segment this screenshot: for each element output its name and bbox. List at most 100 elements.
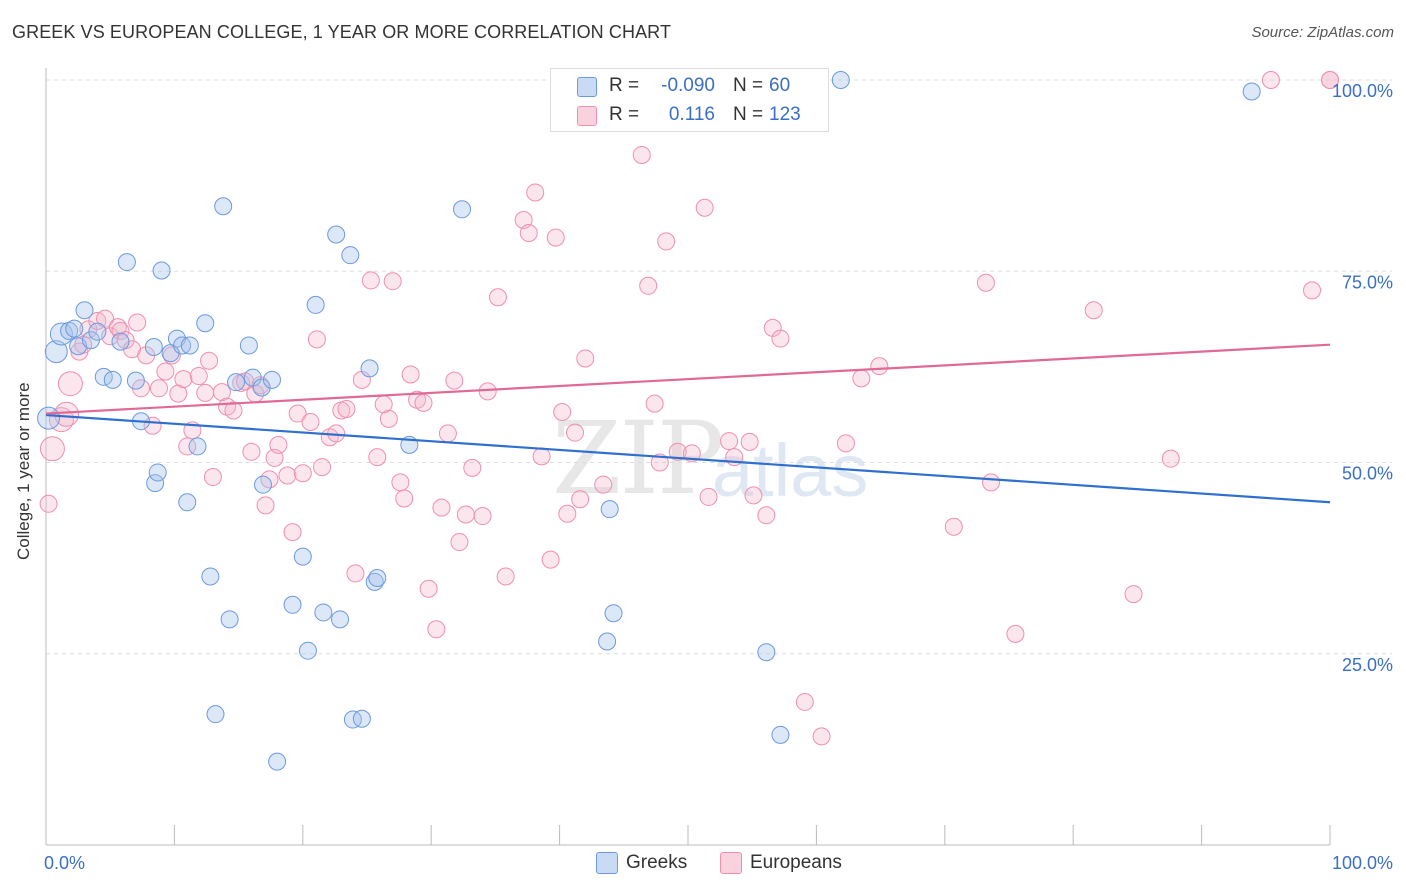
legend-row-europeans: R = 0.116 N = 123 [551, 100, 828, 130]
europeans-point [395, 489, 414, 508]
europeans-point [401, 365, 420, 384]
europeans-point [57, 371, 83, 397]
greeks-point [598, 632, 617, 651]
greeks-point [75, 301, 94, 320]
europeans-point [200, 351, 219, 370]
greeks-swatch [577, 77, 597, 97]
europeans-point [553, 403, 572, 422]
europeans-point [488, 288, 507, 307]
greeks-point [268, 752, 287, 771]
europeans-point [1321, 71, 1339, 89]
europeans-point [427, 620, 446, 639]
europeans-point [128, 313, 147, 332]
source-label: Source: ZipAtlas.com [1251, 24, 1394, 41]
europeans-point [391, 473, 410, 492]
europeans-point [541, 550, 560, 569]
greeks-point [144, 337, 163, 356]
greeks-point [201, 567, 220, 586]
europeans-point [1124, 585, 1143, 604]
greeks-point [148, 463, 167, 482]
greeks-point [111, 332, 130, 351]
europeans-point [307, 330, 326, 349]
greeks-point [1242, 82, 1261, 101]
europeans-point [795, 692, 814, 711]
legend-n-label: N = [733, 104, 764, 125]
greeks-point [220, 610, 239, 629]
europeans-point [1261, 71, 1280, 89]
europeans-point [438, 424, 457, 443]
greeks-point [831, 71, 850, 89]
europeans-point [1084, 301, 1103, 320]
europeans-point [54, 401, 80, 427]
europeans-point [414, 393, 433, 412]
europeans-point [450, 533, 469, 552]
europeans-point [763, 318, 782, 337]
europeans-point [478, 382, 497, 401]
greeks-point [44, 340, 68, 364]
y-tick-label: 75.0% [1342, 272, 1393, 292]
europeans-point [383, 272, 402, 291]
europeans-point [695, 198, 714, 217]
greeks-point [453, 200, 472, 219]
greeks-point [188, 437, 207, 456]
europeans-point [419, 579, 438, 598]
europeans-point [156, 362, 175, 381]
legend-r-value: 0.116 [668, 104, 715, 125]
x-tick-label: 100.0% [1332, 853, 1393, 873]
europeans-point [456, 505, 475, 524]
europeans-legend-label: Europeans [750, 852, 842, 873]
greeks-point [65, 319, 84, 338]
europeans-point [242, 442, 261, 461]
trend-lines [45, 343, 1331, 504]
legend-n-label: N = [733, 75, 764, 96]
europeans-point [870, 357, 889, 376]
europeans-point [1303, 281, 1322, 300]
europeans-point [361, 271, 380, 290]
europeans-point [224, 401, 243, 420]
greeks-point [88, 322, 107, 341]
greeks-point [103, 370, 122, 389]
greeks-point [343, 710, 362, 729]
greeks-point [146, 474, 165, 493]
europeans-point [432, 498, 451, 517]
greeks-point [368, 569, 387, 588]
europeans-point [757, 506, 776, 525]
greeks-point [227, 373, 246, 392]
europeans-point [288, 404, 307, 423]
europeans-point [278, 466, 297, 485]
europeans-point [571, 490, 590, 509]
watermark-atlas: atlas [712, 429, 869, 512]
greeks-point [283, 595, 302, 614]
europeans-point [982, 473, 1001, 492]
y-axis-label: College, 1 year or more [14, 382, 33, 560]
greeks-point [206, 705, 225, 724]
europeans-point [174, 370, 193, 389]
greeks-legend-label: Greeks [626, 852, 688, 873]
europeans-point [645, 394, 664, 413]
europeans-point [744, 486, 763, 505]
greeks-point [298, 641, 317, 660]
europeans-point [496, 567, 515, 586]
europeans-point [976, 273, 995, 292]
europeans-point [269, 435, 288, 454]
greeks-point [771, 725, 790, 744]
europeans-point [293, 464, 312, 483]
legend-row-greeks: R = -0.090 N = 60 [551, 71, 828, 101]
europeans-point [203, 468, 222, 487]
greeks-point [306, 295, 325, 314]
legend-n-value: 60 [769, 75, 791, 96]
greeks-point [757, 643, 776, 662]
europeans-point [632, 145, 651, 164]
grid-lines [46, 79, 1392, 655]
greeks-point [196, 314, 215, 333]
x-tick-label: 0.0% [44, 853, 85, 873]
europeans-point [463, 458, 482, 477]
europeans-point [594, 475, 613, 494]
greeks-point [117, 253, 136, 272]
europeans-point [368, 448, 387, 467]
greeks-point [37, 406, 61, 430]
chart-title: GREEK VS EUROPEAN COLLEGE, 1 YEAR OR MOR… [12, 22, 672, 42]
europeans-swatch [577, 106, 597, 126]
europeans-point [111, 321, 130, 340]
